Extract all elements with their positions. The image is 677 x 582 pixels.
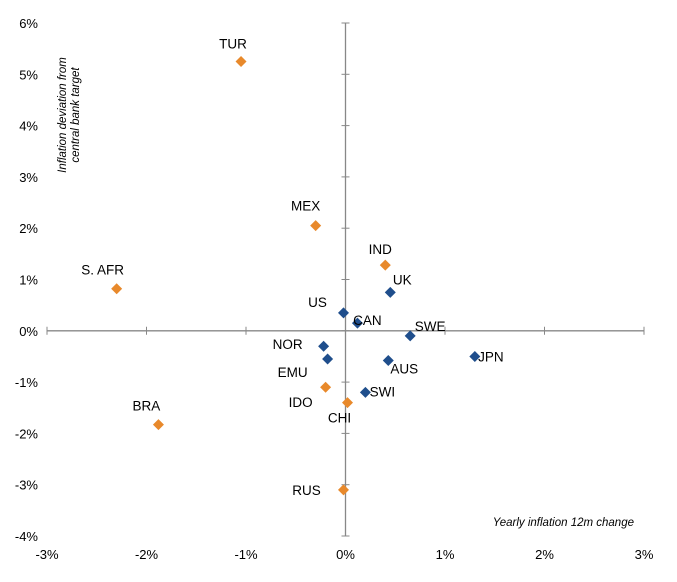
- x-tick-label: 2%: [535, 547, 554, 562]
- data-point-rus: [338, 484, 350, 496]
- data-point-us: [338, 307, 350, 319]
- x-tick-label: 1%: [436, 547, 455, 562]
- y-tick-label: -2%: [15, 426, 39, 441]
- y-tick-label: -3%: [15, 478, 39, 493]
- data-points: [111, 55, 481, 496]
- point-label-mex: MEX: [291, 199, 320, 214]
- point-label-aus: AUS: [390, 362, 418, 377]
- data-point-bra: [152, 419, 164, 431]
- x-tick-label: -3%: [35, 547, 59, 562]
- data-point-ind: [379, 259, 391, 271]
- point-label-ido: IDO: [289, 395, 313, 410]
- y-tick-label: 2%: [19, 221, 38, 236]
- data-point-swe: [404, 330, 416, 342]
- y-axis-title-line-2: central bank target: [70, 67, 82, 163]
- point-label-jpn: JPN: [478, 349, 504, 364]
- point-label-chi: CHI: [328, 411, 351, 426]
- point-label-swe: SWE: [415, 319, 446, 334]
- y-tick-label: 1%: [19, 273, 38, 288]
- point-label-swi: SWI: [370, 384, 396, 399]
- y-tick-label: 5%: [19, 67, 38, 82]
- data-point-s-afr: [111, 283, 123, 295]
- point-label-us: US: [308, 295, 327, 310]
- data-point-can: [351, 317, 363, 329]
- point-label-uk: UK: [393, 272, 412, 287]
- y-tick-label: -4%: [15, 529, 39, 544]
- point-label-nor: NOR: [273, 337, 303, 352]
- data-point-chi: [341, 397, 353, 409]
- tick-labels: -4% -3% -2% -1% 0% 1% 2% 3% 4% 5% 6% -3% -2% -1% 0% 1% 2…: [15, 16, 654, 562]
- x-tick-label: 0%: [336, 547, 355, 562]
- point-label-can: CAN: [353, 313, 382, 328]
- point-label-bra: BRA: [133, 399, 161, 414]
- data-point-uk: [384, 286, 396, 298]
- data-point-mex: [310, 220, 322, 232]
- point-label-emu: EMU: [278, 365, 308, 380]
- axes: [46, 22, 645, 537]
- y-tick-label: -1%: [15, 375, 39, 390]
- y-tick-label: 0%: [19, 324, 38, 339]
- data-point-nor: [318, 340, 330, 352]
- point-label-ind: IND: [369, 242, 393, 257]
- point-label-s-afr: S. AFR: [81, 263, 124, 278]
- data-point-tur: [235, 55, 247, 67]
- x-axis-title: Yearly inflation 12m change: [493, 517, 634, 529]
- data-point-ido: [320, 381, 332, 393]
- x-tick-label: 3%: [635, 547, 654, 562]
- data-point-emu: [322, 353, 334, 365]
- data-point-swi: [359, 386, 371, 398]
- y-tick-label: 4%: [19, 119, 38, 134]
- y-axis-title-line-1: Inflation deviation from: [57, 57, 69, 173]
- x-tick-label: -2%: [135, 547, 159, 562]
- data-point-jpn: [469, 350, 481, 362]
- point-label-tur: TUR: [219, 36, 247, 51]
- y-tick-label: 6%: [19, 16, 38, 31]
- point-label-rus: RUS: [292, 483, 321, 498]
- point-labels: UK US CAN SWE NOR EMU AUS JPN SWI TUR MEX IND S. AFR…: [81, 36, 503, 497]
- y-tick-label: 3%: [19, 170, 38, 185]
- data-point-aus: [382, 355, 394, 367]
- x-tick-label: -1%: [234, 547, 258, 562]
